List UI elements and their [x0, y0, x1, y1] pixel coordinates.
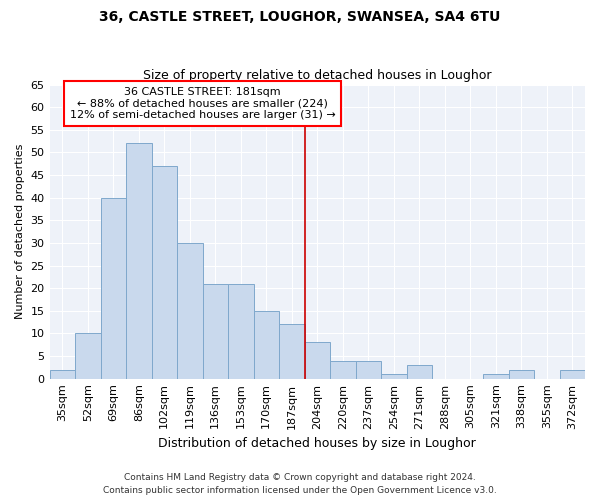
Bar: [381, 374, 407, 378]
X-axis label: Distribution of detached houses by size in Loughor: Distribution of detached houses by size …: [158, 437, 476, 450]
Title: Size of property relative to detached houses in Loughor: Size of property relative to detached ho…: [143, 69, 491, 82]
Bar: [254, 311, 279, 378]
Bar: [483, 374, 509, 378]
Text: 36, CASTLE STREET, LOUGHOR, SWANSEA, SA4 6TU: 36, CASTLE STREET, LOUGHOR, SWANSEA, SA4…: [100, 10, 500, 24]
Bar: [407, 365, 432, 378]
Bar: [330, 360, 356, 378]
Bar: [126, 144, 152, 378]
Text: 36 CASTLE STREET: 181sqm
← 88% of detached houses are smaller (224)
12% of semi-: 36 CASTLE STREET: 181sqm ← 88% of detach…: [70, 87, 335, 120]
Bar: [228, 284, 254, 378]
Bar: [560, 370, 585, 378]
Bar: [177, 243, 203, 378]
Text: Contains HM Land Registry data © Crown copyright and database right 2024.
Contai: Contains HM Land Registry data © Crown c…: [103, 474, 497, 495]
Bar: [509, 370, 534, 378]
Bar: [50, 370, 75, 378]
Bar: [279, 324, 305, 378]
Bar: [305, 342, 330, 378]
Bar: [75, 334, 101, 378]
Bar: [356, 360, 381, 378]
Bar: [203, 284, 228, 378]
Y-axis label: Number of detached properties: Number of detached properties: [15, 144, 25, 320]
Bar: [101, 198, 126, 378]
Bar: [152, 166, 177, 378]
